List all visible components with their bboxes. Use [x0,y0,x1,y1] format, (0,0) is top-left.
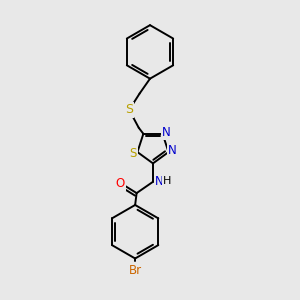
Text: S: S [129,147,137,160]
Text: H: H [163,176,171,186]
Text: Br: Br [129,264,142,278]
Text: O: O [116,177,125,190]
Text: N: N [155,175,164,188]
Text: S: S [125,103,133,116]
Text: N: N [162,126,170,139]
Text: N: N [168,144,176,157]
